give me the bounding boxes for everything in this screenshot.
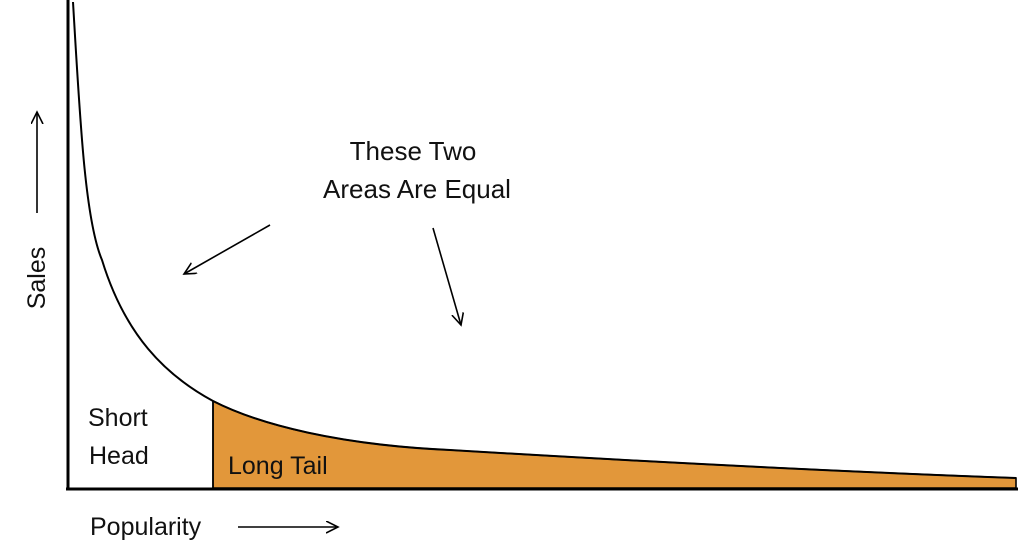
sales-curve bbox=[72, 1, 1017, 479]
x-axis-label: Popularity bbox=[90, 513, 202, 541]
long-tail-label: Long Tail bbox=[228, 452, 328, 480]
short-head-label-line-1: Short bbox=[88, 404, 148, 432]
y-axis-label: Sales bbox=[23, 247, 51, 310]
long-tail-area bbox=[212, 399, 1017, 489]
diagram-title-line-1: These Two bbox=[350, 136, 477, 166]
short-head-label-line-2: Head bbox=[89, 442, 149, 470]
pointer-arrow-head bbox=[184, 224, 271, 274]
pointer-arrow-tail bbox=[432, 227, 461, 325]
diagram-title-line-2: Areas Are Equal bbox=[323, 174, 511, 204]
